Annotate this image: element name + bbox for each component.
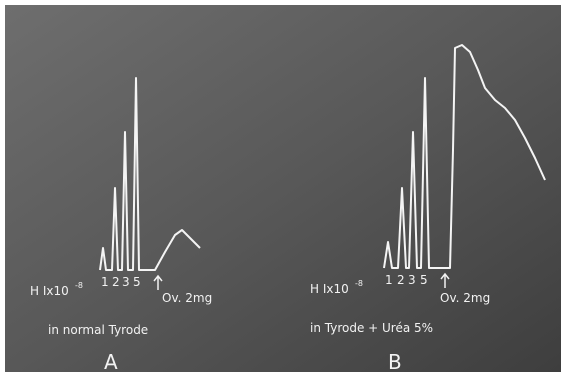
dose: 5 — [420, 273, 428, 287]
dose: 3 — [122, 275, 130, 289]
caption: in normal Tyrode — [48, 323, 148, 337]
page: H Ix10 -8 1 2 3 5 Ov. 2mg in normal Tyro… — [0, 0, 566, 377]
figure: H Ix10 -8 1 2 3 5 Ov. 2mg in normal Tyro… — [0, 0, 566, 377]
background — [5, 5, 561, 372]
annotation: Ov. 2mg — [440, 291, 490, 305]
drug-label: H Ix10 — [310, 282, 349, 296]
dose: 2 — [397, 273, 405, 287]
dose: 1 — [101, 275, 109, 289]
caption: in Tyrode + Uréa 5% — [310, 321, 433, 335]
annotation: Ov. 2mg — [162, 291, 212, 305]
exponent: -8 — [75, 281, 83, 290]
dose: 5 — [133, 275, 141, 289]
panel-letter: A — [104, 350, 118, 374]
dose: 1 — [385, 273, 393, 287]
dose: 2 — [112, 275, 120, 289]
exponent: -8 — [355, 279, 363, 288]
drug-label: H Ix10 — [30, 284, 69, 298]
panel-letter: B — [388, 350, 402, 374]
dose: 3 — [408, 273, 416, 287]
